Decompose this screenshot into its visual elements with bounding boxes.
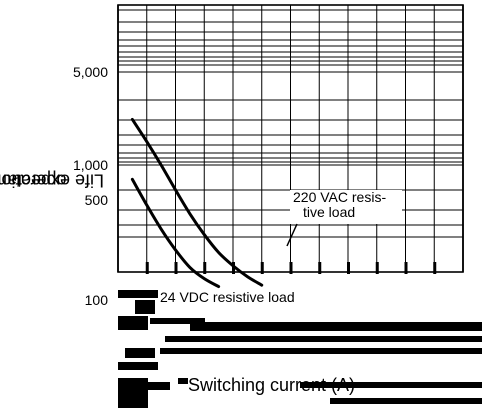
- scan-artifact: [178, 378, 188, 384]
- scan-artifact: [150, 318, 205, 324]
- scan-artifact: [330, 398, 482, 404]
- grid: [117, 4, 464, 273]
- scan-artifact: [300, 382, 482, 388]
- scan-artifact: [190, 322, 482, 331]
- scan-tick: [174, 262, 178, 274]
- curves: [130, 117, 264, 289]
- scan-artifact: [135, 300, 155, 314]
- scan-artifact: [160, 348, 482, 354]
- x-axis-label: Switching current (A): [188, 375, 356, 395]
- y-tick-label: 500: [85, 192, 109, 208]
- annotation-220vac-backing: [290, 190, 402, 224]
- scan-artifact: [125, 348, 155, 358]
- scan-artifact: [118, 362, 158, 370]
- scan-tick: [203, 262, 207, 274]
- annotation-24vdc-line1: 24 VDC resistive load: [160, 289, 295, 305]
- series-line-24vdc: [130, 177, 221, 289]
- scan-artifact: [140, 382, 170, 390]
- scan-tick: [404, 262, 408, 274]
- scan-tick: [347, 262, 350, 274]
- series-line-220vac: [130, 117, 264, 287]
- scan-artifact: [118, 290, 158, 298]
- annotation-220vac-line1: 220 VAC resis-: [293, 189, 387, 205]
- scan-artifact: [118, 316, 148, 330]
- scan-tick: [375, 262, 379, 274]
- scan-tick: [232, 262, 235, 274]
- annotation-24vdc: 24 VDC resistive load: [160, 290, 295, 305]
- y-axis-label: Life expectancy (x103operations): [0, 170, 104, 191]
- scan-tick: [289, 262, 293, 274]
- scan-tick: [260, 262, 264, 274]
- annotation-leaders: [286, 190, 402, 247]
- y-tick-label: 5,000: [73, 64, 108, 80]
- scan-tick: [145, 262, 149, 274]
- annotation-220vac-leader: [286, 223, 298, 247]
- y-tick-label: 1,000: [73, 157, 108, 173]
- annotation-220vac-line2: tive load: [303, 204, 356, 220]
- y-tick-labels: 5,000 1,000 500 100: [73, 64, 108, 308]
- scan-artifacts: [118, 262, 482, 408]
- scan-tick: [433, 262, 437, 274]
- scan-tick: [318, 262, 322, 274]
- annotation-220vac: 220 VAC resis- tive load: [293, 190, 386, 220]
- scan-artifact: [165, 336, 482, 342]
- y-tick-label: 100: [85, 292, 109, 308]
- scan-artifact: [118, 398, 148, 408]
